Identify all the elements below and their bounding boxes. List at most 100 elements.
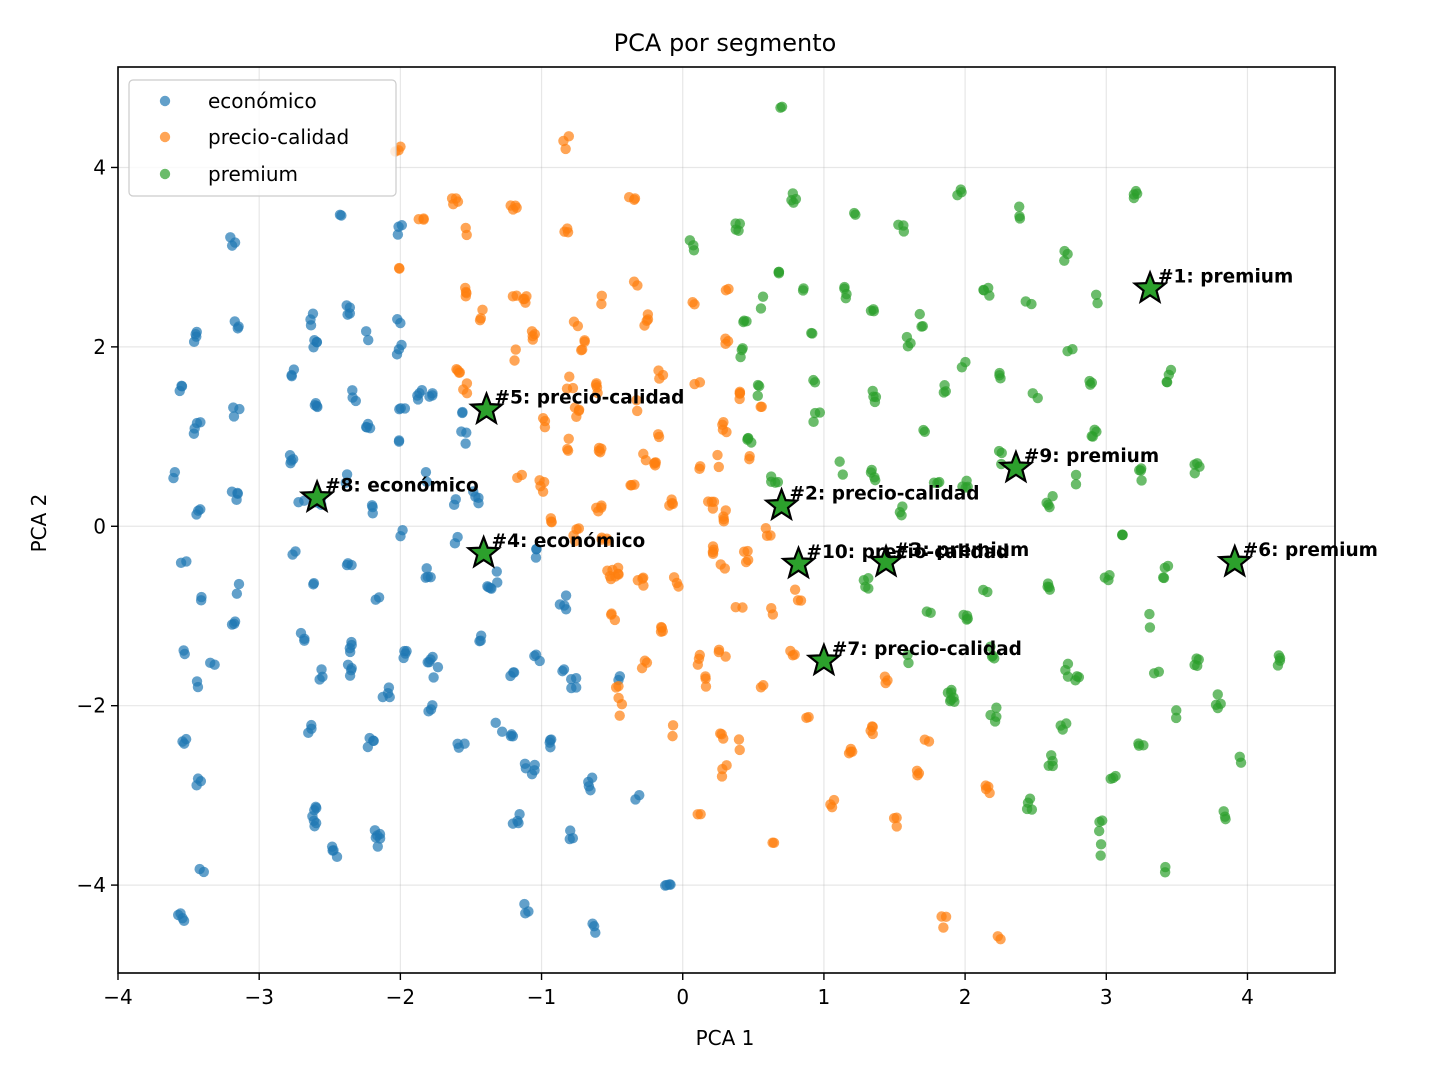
data-point: [340, 477, 351, 489]
data-point: [473, 498, 484, 509]
data-point: [191, 780, 202, 791]
data-point: [309, 334, 320, 346]
data-point: [722, 336, 734, 347]
data-point: [738, 316, 749, 328]
x-tick-label: −2: [386, 985, 415, 1009]
data-point: [638, 572, 649, 583]
highlight-label: #4: económico: [492, 531, 646, 552]
highlight-label: #6: premium: [1243, 540, 1378, 561]
data-point: [985, 641, 996, 652]
data-point: [590, 379, 602, 391]
data-point: [565, 825, 576, 836]
data-point: [632, 405, 643, 417]
data-point: [309, 821, 320, 832]
highlight-label: #9: premium: [1024, 446, 1159, 467]
data-point: [394, 404, 405, 415]
data-point: [413, 213, 424, 225]
data-point: [667, 720, 679, 731]
data-point: [868, 391, 879, 402]
series-precio-calidad: [390, 131, 1006, 945]
legend-marker-precio-calidad: [159, 131, 171, 143]
data-point: [755, 303, 767, 314]
data-point: [713, 461, 724, 473]
data-point: [391, 349, 403, 360]
data-point: [1171, 705, 1182, 716]
highlight-layer: #1: premium #2: precio-calidad #3: premium…: [298, 267, 1378, 677]
data-point: [1071, 671, 1083, 682]
x-tick-label: 0: [676, 985, 689, 1009]
data-point: [840, 293, 852, 304]
highlight-star: [468, 390, 505, 426]
data-point: [1043, 499, 1054, 510]
data-point: [955, 184, 966, 195]
data-point: [1096, 815, 1108, 826]
data-point: [1020, 296, 1031, 307]
data-point: [306, 719, 317, 731]
data-point: [492, 577, 503, 588]
data-point: [539, 421, 551, 433]
data-point: [766, 476, 777, 487]
data-point: [374, 833, 386, 844]
legend: económico precio-calidad premium: [128, 79, 397, 197]
data-point: [845, 746, 856, 757]
highlight-star: [1131, 269, 1169, 305]
data-point: [934, 476, 945, 488]
data-point: [510, 344, 521, 355]
data-point: [1189, 468, 1200, 479]
data-point: [299, 635, 310, 646]
x-axis-label: PCA 1: [696, 1026, 755, 1050]
data-point: [712, 449, 723, 461]
data-point: [1136, 475, 1147, 486]
data-point: [506, 729, 517, 740]
data-point: [1161, 376, 1172, 388]
data-point: [636, 662, 648, 674]
data-point: [738, 546, 750, 557]
data-point: [808, 416, 819, 428]
data-point: [505, 670, 516, 682]
legend-label-premium: premium: [208, 162, 298, 186]
data-point: [331, 851, 343, 863]
data-point: [231, 588, 243, 599]
data-point: [978, 285, 990, 296]
data-point: [414, 387, 425, 399]
data-point: [529, 759, 540, 771]
data-point: [992, 931, 1004, 942]
data-point: [177, 736, 188, 747]
highlight-label: #10: precio-calidad: [807, 542, 1010, 563]
y-tick-label: 2: [93, 335, 106, 359]
data-point: [756, 401, 767, 412]
data-point: [1160, 861, 1171, 873]
data-point: [863, 583, 874, 594]
data-point: [616, 698, 628, 710]
data-point: [721, 760, 732, 771]
data-point: [195, 417, 206, 428]
data-point: [625, 480, 636, 491]
data-point: [809, 407, 821, 419]
data-point: [773, 266, 784, 278]
data-point: [1215, 698, 1226, 710]
data-point: [477, 304, 488, 316]
y-tick-label: −2: [77, 694, 106, 718]
data-point: [395, 317, 406, 329]
data-point: [938, 387, 950, 398]
data-point: [960, 356, 971, 368]
data-point: [233, 578, 245, 590]
data-point: [420, 466, 432, 478]
data-point: [1024, 793, 1036, 804]
data-point: [938, 922, 949, 933]
data-point: [308, 578, 320, 589]
data-point: [980, 780, 991, 791]
data-point: [400, 648, 411, 659]
data-point: [512, 472, 523, 484]
data-point: [718, 733, 729, 744]
data-point: [290, 546, 301, 557]
y-axis-ticks: −4 −2 0 2 4: [77, 155, 118, 897]
data-point: [326, 841, 338, 852]
data-point: [1095, 850, 1106, 861]
data-point: [720, 651, 731, 662]
data-point: [1095, 839, 1107, 850]
data-point: [629, 193, 641, 204]
data-point: [1067, 344, 1078, 355]
data-point: [169, 466, 181, 478]
